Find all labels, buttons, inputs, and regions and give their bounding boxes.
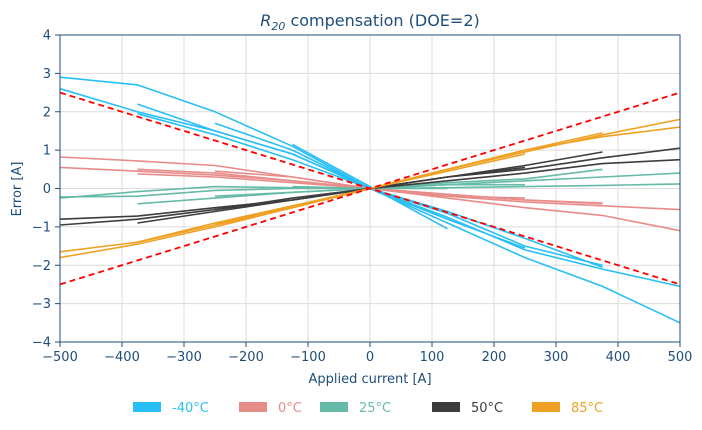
x-axis-label: Applied current [A]: [308, 372, 431, 387]
legend-swatch-2: [320, 402, 348, 412]
x-tick-label-1: −400: [104, 350, 140, 365]
y-tick-label-6: 2: [43, 105, 51, 120]
legend-swatch-0: [133, 402, 161, 412]
legend-label-0: -40°C: [172, 401, 209, 416]
x-tick-label-9: 400: [606, 350, 631, 365]
x-tick-label-6: 100: [420, 350, 445, 365]
y-tick-label-5: 1: [43, 144, 51, 159]
legend-swatch-1: [239, 402, 267, 412]
y-axis-label: Error [A]: [10, 162, 25, 217]
x-tick-label-3: −200: [228, 350, 264, 365]
legend-label-4: 85°C: [571, 401, 603, 416]
legend-label-3: 50°C: [471, 401, 503, 416]
x-tick-label-10: 500: [668, 350, 693, 365]
chart-title: R20 compensation (DOE=2): [260, 11, 480, 33]
y-tick-label-2: −2: [32, 259, 51, 274]
x-tick-label-5: 0: [366, 350, 374, 365]
legend: -40°C 0°C 25°C 50°C 85°C: [133, 401, 603, 416]
x-tick-label-2: −300: [166, 350, 202, 365]
legend-swatch-4: [532, 402, 560, 412]
limit-layer: [59, 91, 681, 286]
x-tick-label-7: 200: [482, 350, 507, 365]
y-tick-label-1: −3: [32, 297, 51, 312]
y-tick-label-4: 0: [43, 182, 51, 197]
y-tick-label-8: 4: [43, 29, 51, 44]
legend-label-2: 25°C: [359, 401, 391, 416]
x-tick-label-8: 300: [544, 350, 569, 365]
x-tick-label-0: −500: [42, 350, 78, 365]
chart-title-main: R: [260, 11, 271, 30]
series-line-4: [292, 143, 448, 230]
y-tick-label-7: 3: [43, 67, 51, 82]
x-axis-ticks: −500 −400 −300 −200 −100 0 100 200 300 400 500: [42, 342, 692, 365]
y-tick-label-3: −1: [32, 220, 51, 235]
limit-line-1: [59, 91, 681, 286]
chart-title-sub: 20: [271, 20, 285, 33]
legend-swatch-3: [432, 402, 460, 412]
x-tick-label-4: −100: [290, 350, 326, 365]
y-axis-ticks: −4 −3 −2 −1 0 1 2 3 4: [32, 29, 60, 351]
chart-title-rest: compensation (DOE=2): [285, 11, 479, 30]
legend-label-1: 0°C: [278, 401, 302, 416]
y-tick-label-0: −4: [32, 336, 51, 351]
